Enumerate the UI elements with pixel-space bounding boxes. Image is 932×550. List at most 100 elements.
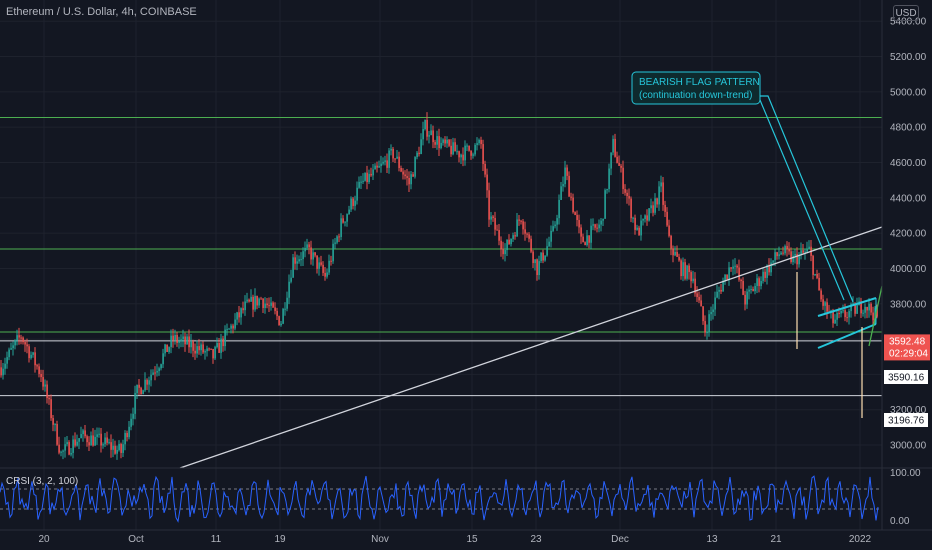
candle-body xyxy=(394,158,396,160)
candle-body xyxy=(632,217,634,219)
candle-body xyxy=(612,138,614,153)
candle-body xyxy=(8,349,10,358)
candle-body xyxy=(688,265,690,273)
candle-body xyxy=(842,310,844,312)
candle-body xyxy=(194,350,196,354)
symbol-title[interactable]: Ethereum / U.S. Dollar, 4h, COINBASE xyxy=(6,6,197,18)
candle-body xyxy=(50,399,52,419)
candle-body xyxy=(474,145,476,155)
candle-body xyxy=(624,189,626,193)
candle-body xyxy=(104,437,106,445)
candle-body xyxy=(442,139,444,143)
candle-body xyxy=(48,397,50,400)
candle-body xyxy=(656,198,658,205)
candle-body xyxy=(588,235,590,243)
candle-body xyxy=(490,216,492,220)
candle-body xyxy=(848,311,850,318)
candle-body xyxy=(96,434,98,437)
y-tick-label: 4600.00 xyxy=(890,158,927,169)
candle-body xyxy=(626,192,628,197)
candle-body xyxy=(352,198,354,206)
candle-body xyxy=(822,299,824,306)
candle-body xyxy=(594,224,596,228)
candle-body xyxy=(798,254,800,265)
candle-body xyxy=(0,367,2,376)
last-price-tag xyxy=(884,334,930,361)
candle-body xyxy=(570,196,572,198)
candle-body xyxy=(584,242,586,246)
candle-body xyxy=(222,338,224,347)
annotation-box xyxy=(631,71,761,105)
candle-body xyxy=(268,305,270,307)
candle-body xyxy=(634,217,636,230)
candle-body xyxy=(12,345,14,349)
candle-body xyxy=(512,235,514,239)
candle-body xyxy=(608,168,610,190)
candle-body xyxy=(196,346,198,354)
candle-body xyxy=(740,279,742,282)
candle-body xyxy=(746,291,748,305)
candle-body xyxy=(334,242,336,244)
candle-body xyxy=(100,433,102,446)
candle-body xyxy=(430,130,432,136)
candle-body xyxy=(178,341,180,343)
candle-body xyxy=(492,216,494,219)
candle-body xyxy=(330,260,332,262)
candle-body xyxy=(536,259,538,276)
candle-body xyxy=(190,341,192,348)
candle-body xyxy=(424,119,426,130)
candle-body xyxy=(686,265,688,279)
candle-body xyxy=(124,433,126,445)
candle-body xyxy=(494,218,496,230)
candle-body xyxy=(508,239,510,245)
candle-body xyxy=(86,436,88,443)
candle-body xyxy=(636,227,638,230)
candle-body xyxy=(434,142,436,145)
candle-body xyxy=(390,148,392,151)
x-tick-label: 11 xyxy=(211,534,222,545)
candle-body xyxy=(838,312,840,314)
candle-body xyxy=(718,289,720,292)
candle-body xyxy=(600,220,602,225)
x-tick-label: 2022 xyxy=(849,534,872,545)
candle-body xyxy=(332,243,334,262)
candle-body xyxy=(76,441,78,446)
candle-body xyxy=(382,161,384,164)
candle-body xyxy=(208,348,210,350)
candle-body xyxy=(722,281,724,292)
level-price-label: 3196.76 xyxy=(888,416,925,427)
candle-body xyxy=(36,365,38,367)
candle-body xyxy=(62,450,64,452)
currency-button[interactable]: USD xyxy=(893,5,919,21)
candle-body xyxy=(346,214,348,222)
candle-body xyxy=(284,308,286,310)
candle-body xyxy=(726,274,728,280)
candle-body xyxy=(694,278,696,294)
candle-body xyxy=(456,151,458,153)
candle-body xyxy=(704,321,706,333)
candle-body xyxy=(606,189,608,191)
candle-body xyxy=(856,305,858,314)
candle-body xyxy=(796,253,798,265)
candle-body xyxy=(314,252,316,256)
candle-body xyxy=(738,267,740,280)
candle-body xyxy=(814,274,816,276)
candle-body xyxy=(18,335,20,338)
candle-body xyxy=(2,368,4,376)
candle-body xyxy=(198,346,200,351)
candle-body xyxy=(548,241,550,247)
candle-body xyxy=(560,186,562,200)
candle-body xyxy=(678,256,680,261)
candle-body xyxy=(110,442,112,450)
candle-body xyxy=(132,413,134,419)
indicator-label[interactable]: CRSI (3, 2, 100) xyxy=(6,476,79,487)
candle-body xyxy=(520,220,522,222)
candle-body xyxy=(58,444,60,453)
candle-body xyxy=(220,338,222,353)
candle-body xyxy=(820,290,822,300)
candle-body xyxy=(176,335,178,343)
candle-body xyxy=(282,308,284,324)
candle-body xyxy=(782,252,784,254)
candle-body xyxy=(866,306,868,311)
